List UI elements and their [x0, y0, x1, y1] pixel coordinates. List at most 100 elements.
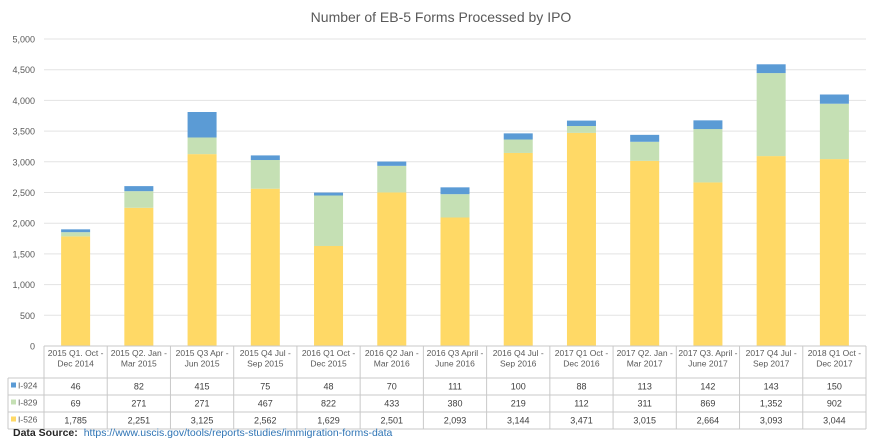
- bar-segment-i-829: [756, 73, 786, 157]
- bar-segment-i-829: [187, 137, 217, 155]
- category-label: 2017 Q1 Oct -: [555, 348, 609, 358]
- data-label: 3,015: [633, 416, 656, 426]
- y-tick-label: 2,000: [12, 219, 35, 229]
- data-label: 3,125: [191, 416, 214, 426]
- data-label: 433: [384, 399, 399, 409]
- y-axis-ticks: 0 500 1,000 1,500 2,000 2,500 3,000 3,500 4,000 4…: [12, 35, 35, 352]
- category-label: 2015 Q2. Jan -: [111, 348, 167, 358]
- legend-key-i-924: [11, 382, 16, 388]
- data-label: 271: [195, 399, 210, 409]
- legend-label: I-829: [18, 398, 38, 408]
- category-label: Mar 2015: [121, 359, 157, 369]
- bar-segment-i-526: [377, 192, 407, 346]
- category-label: 2015 Q1. Oct -: [48, 348, 104, 358]
- data-label: 311: [638, 399, 652, 409]
- data-label: 3,144: [507, 416, 530, 426]
- data-label: 1,785: [64, 416, 87, 426]
- data-label: 902: [827, 399, 842, 409]
- category-label: June 2017: [688, 359, 728, 369]
- category-label: 2016 Q2 Jan -: [365, 348, 419, 358]
- category-label: 2018 Q1 Oct -: [808, 348, 862, 358]
- bar-segment-i-924: [187, 112, 217, 138]
- y-tick-label: 2,500: [12, 188, 35, 198]
- data-label: 380: [447, 399, 462, 409]
- data-source: Data Source: https://www.uscis.gov/tools…: [13, 427, 392, 439]
- y-tick-label: 1,500: [12, 249, 35, 259]
- data-label: 822: [321, 399, 336, 409]
- category-label: 2015 Q4 Jul -: [240, 348, 291, 358]
- bar-segment-i-526: [693, 182, 723, 346]
- y-tick-label: 3,500: [12, 127, 35, 137]
- y-tick-label: 0: [30, 342, 35, 352]
- data-label: 70: [387, 382, 397, 392]
- bar-segment-i-829: [630, 141, 660, 161]
- category-label: Sep 2017: [753, 359, 790, 369]
- category-label: Dec 2014: [57, 359, 94, 369]
- data-label: 142: [700, 382, 715, 392]
- data-label: 150: [827, 382, 842, 392]
- bar-segment-i-829: [377, 165, 407, 193]
- bar-segment-i-924: [756, 64, 786, 74]
- data-source-link[interactable]: https://www.uscis.gov/tools/reports-stud…: [83, 427, 393, 439]
- bar-segment-i-526: [630, 160, 660, 346]
- category-label: 2016 Q3 April -: [427, 348, 484, 358]
- bar-segment-i-924: [693, 120, 723, 130]
- data-label: 415: [195, 382, 210, 392]
- bar-segment-i-924: [819, 94, 849, 104]
- y-tick-label: 3,000: [12, 157, 35, 167]
- data-label: 3,093: [760, 416, 783, 426]
- data-label: 143: [764, 382, 779, 392]
- bar-segment-i-526: [61, 236, 91, 346]
- data-source-label: Data Source:: [13, 427, 78, 439]
- bar-segment-i-829: [440, 194, 470, 218]
- bar-segment-i-924: [250, 155, 280, 161]
- bar-segment-i-829: [566, 126, 596, 133]
- bar-segment-i-924: [566, 120, 596, 127]
- data-label: 271: [131, 399, 146, 409]
- data-label: 3,471: [570, 416, 593, 426]
- y-tick-label: 5,000: [12, 35, 35, 45]
- data-label: 467: [258, 399, 273, 409]
- bar-segment-i-829: [503, 139, 533, 153]
- data-label: 100: [511, 382, 526, 392]
- data-label: 46: [71, 382, 81, 392]
- legend-label: I-924: [18, 381, 38, 391]
- bar-segment-i-924: [314, 192, 344, 196]
- data-label: 2,664: [697, 416, 720, 426]
- bar-segment-i-829: [61, 232, 91, 237]
- legend-key-i-526: [11, 416, 16, 422]
- category-label: 2017 Q2. Jan -: [617, 348, 673, 358]
- category-label: Jun 2015: [185, 359, 220, 369]
- bar-segment-i-526: [756, 156, 786, 346]
- data-label: 2,501: [381, 416, 404, 426]
- category-label: June 2016: [435, 359, 475, 369]
- bar-segment-i-924: [377, 161, 407, 166]
- data-label: 2,093: [444, 416, 467, 426]
- y-tick-label: 4,000: [12, 96, 35, 106]
- bar-segment-i-526: [503, 152, 533, 346]
- y-tick-label: 4,500: [12, 65, 35, 75]
- bar-segment-i-924: [503, 133, 533, 140]
- data-label: 112: [574, 399, 588, 409]
- legend-key-i-829: [11, 399, 16, 405]
- bar-segment-i-526: [187, 154, 217, 346]
- legend-label: I-526: [18, 415, 38, 425]
- data-label: 75: [260, 382, 270, 392]
- category-label: 2016 Q4 Jul -: [493, 348, 544, 358]
- category-label: 2017 Q3. April -: [678, 348, 737, 358]
- data-label: 1,352: [760, 399, 783, 409]
- data-label: 2,562: [254, 416, 277, 426]
- data-label: 88: [576, 382, 586, 392]
- bar-segment-i-526: [566, 132, 596, 346]
- bar-segment-i-829: [693, 129, 723, 183]
- data-label: 48: [324, 382, 334, 392]
- data-label: 113: [638, 382, 652, 392]
- chart-title: Number of EB-5 Forms Processed by IPO: [310, 9, 572, 25]
- bar-segment-i-924: [61, 229, 91, 233]
- category-label: Sep 2016: [500, 359, 537, 369]
- data-label: 219: [511, 399, 526, 409]
- bar-segment-i-829: [819, 103, 849, 160]
- category-label: 2016 Q1 Oct -: [302, 348, 356, 358]
- bar-segment-i-526: [314, 245, 344, 346]
